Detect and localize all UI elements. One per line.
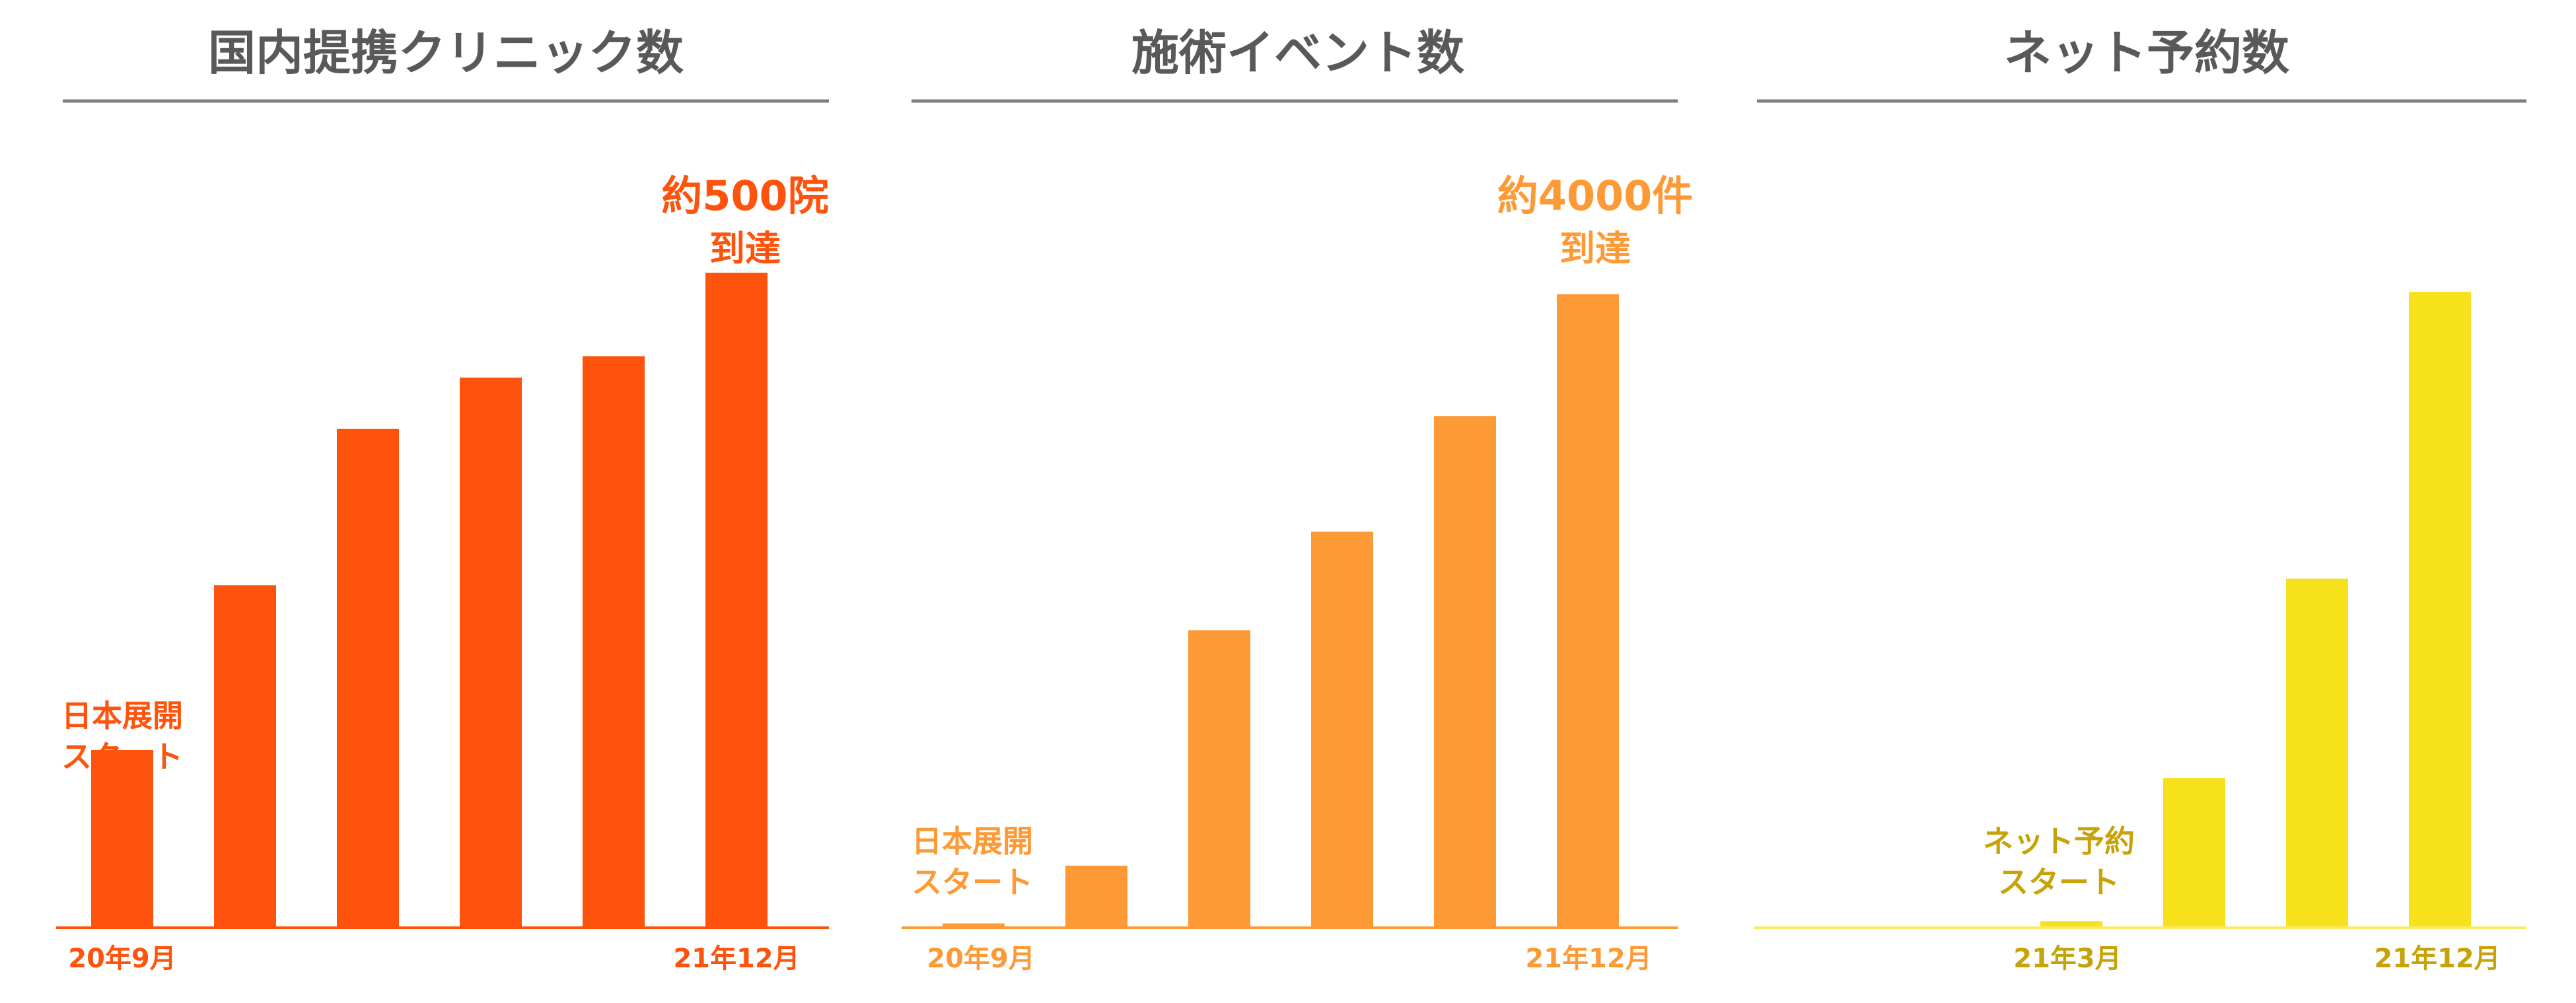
bookings-chart: ネット予約数 21年3月 21年12月 ネット予約 スタート	[1754, 25, 2526, 974]
bookings-bar	[2040, 921, 2102, 928]
clinics-annotation: 約500院	[661, 172, 828, 220]
clinics-tick-label: 20年9月	[68, 944, 176, 974]
clinics-bar	[91, 749, 153, 928]
clinics-annotation: 日本展開	[61, 698, 183, 734]
clinics-annotation: 到達	[709, 228, 781, 269]
events-tick-label: 21年12月	[1525, 944, 1651, 974]
bookings-tick-label: 21年3月	[2013, 944, 2122, 974]
events-bar	[1557, 294, 1619, 928]
bookings-bar	[2286, 578, 2348, 928]
bookings-chart-title: ネット予約数	[2004, 25, 2289, 81]
events-annotation: スタート	[912, 864, 1033, 900]
bookings-bar	[2409, 292, 2471, 928]
events-chart-title: 施術イベント数	[1131, 25, 1464, 81]
events-bar	[1311, 532, 1373, 928]
bookings-bars	[2040, 292, 2471, 928]
events-bar	[1065, 865, 1127, 928]
events-annotation: 約4000件	[1497, 172, 1694, 220]
clinics-tick-label: 21年12月	[673, 944, 799, 974]
clinics-chart-title: 国内提携クリニック数	[208, 25, 684, 81]
clinics-bar	[705, 272, 768, 928]
events-bar	[943, 923, 1005, 928]
events-bar	[1188, 630, 1250, 928]
bookings-bar	[2163, 778, 2225, 928]
clinics-bar	[214, 585, 276, 928]
events-annotation: 到達	[1559, 228, 1631, 269]
bookings-annotation: ネット予約	[1983, 823, 2135, 859]
clinics-bar	[337, 429, 399, 928]
bookings-annotation: スタート	[1998, 864, 2120, 900]
clinics-bar	[460, 377, 522, 928]
clinics-chart: 国内提携クリニック数 20年9月 21年12月 日本展開 スタート 約500院 …	[56, 25, 829, 974]
events-tick-label: 20年9月	[927, 944, 1035, 974]
bookings-tick-label: 21年12月	[2374, 944, 2500, 974]
events-bars	[943, 294, 1619, 928]
events-chart: 施術イベント数 20年9月 21年12月 日本展開 スタート 約4000件 到達	[902, 25, 1693, 974]
clinics-bar	[583, 356, 645, 928]
clinics-annotation: スタート	[61, 739, 183, 775]
clinics-bars	[91, 272, 768, 928]
events-bar	[1434, 416, 1496, 928]
events-annotation: 日本展開	[912, 823, 1033, 859]
